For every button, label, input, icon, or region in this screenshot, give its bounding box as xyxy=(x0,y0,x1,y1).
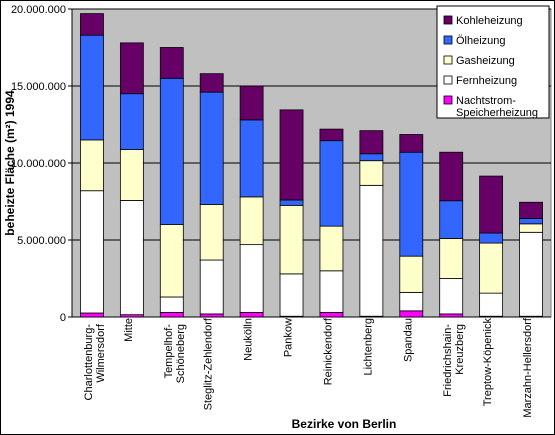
bar-segment xyxy=(319,270,344,313)
bar-segment xyxy=(199,73,224,93)
x-tick-label: Steglitz-Zehlendorf xyxy=(203,317,215,410)
bar-segment xyxy=(399,255,424,293)
legend-label: Kohleheizung xyxy=(456,15,523,27)
bar-segment xyxy=(319,225,344,272)
x-tick-label: Mitte xyxy=(123,318,135,342)
bar-segment xyxy=(479,232,504,244)
legend-swatch xyxy=(443,35,453,45)
bar-segment xyxy=(279,204,304,275)
y-tick-label: 10.000.000 xyxy=(11,158,66,170)
bar-segment xyxy=(279,199,304,206)
bar-segment xyxy=(239,244,264,313)
bar-segment xyxy=(239,119,264,198)
y-tick-label: 5.000.000 xyxy=(17,235,66,247)
y-tick-label: 15.000.000 xyxy=(11,81,66,93)
bar-segment xyxy=(359,130,384,155)
bar-segment xyxy=(399,310,424,318)
bar-segment xyxy=(199,313,224,318)
x-tick-label: Tempelhof-Schöneberg xyxy=(163,324,187,384)
legend-swatch xyxy=(443,55,453,65)
x-tick-label: Neukölln xyxy=(243,318,255,361)
bar-segment xyxy=(199,259,224,315)
legend-label: Fernheizung xyxy=(456,75,517,87)
legend-swatch xyxy=(443,95,453,105)
bar-segment xyxy=(159,296,184,313)
bar-segment xyxy=(279,109,304,201)
bar-segment xyxy=(399,134,424,153)
bar-segment xyxy=(80,139,104,192)
bar-segment xyxy=(80,190,104,314)
bar-segment xyxy=(439,278,464,315)
bar-segment xyxy=(479,242,504,294)
x-tick-label: Pankow xyxy=(283,318,295,357)
bar-segment xyxy=(359,184,384,317)
bar-segment xyxy=(439,200,464,239)
legend-label: Gasheizung xyxy=(456,55,515,67)
bar-segment xyxy=(519,231,543,317)
bar-segment xyxy=(239,311,264,318)
bar-segment xyxy=(319,311,344,318)
bar-segment xyxy=(159,311,184,318)
bar-segment xyxy=(439,151,464,202)
x-tick-label: Treptow-Köpenick xyxy=(482,318,494,407)
x-tick-label: Friedrichshain-Kreuzberg xyxy=(442,324,466,397)
bar-segment xyxy=(119,149,144,201)
x-tick-label: Marzahn-Hellersdorf xyxy=(522,317,534,418)
y-tick-label: 0 xyxy=(60,312,66,324)
bar-segment xyxy=(519,201,543,219)
bar-segment xyxy=(239,85,264,121)
bar-segment xyxy=(479,175,504,234)
x-tick-label: Charlottenburg-Wilmersdorf xyxy=(83,323,107,400)
bar-segment xyxy=(519,218,543,225)
bar-segment xyxy=(519,223,543,233)
bar-segment xyxy=(199,91,224,205)
bar-segment xyxy=(80,312,104,318)
bar-segment xyxy=(80,34,104,141)
bar-segment xyxy=(159,47,184,79)
y-axis-title: beheizte Fläche (m²) 1994 xyxy=(3,90,17,236)
bar-segment xyxy=(119,93,144,151)
x-tick-label: Lichtenberg xyxy=(362,318,374,376)
x-axis-title: Bezirke von Berlin xyxy=(292,417,397,431)
bar-segment xyxy=(159,77,184,226)
bar-segment xyxy=(399,291,424,312)
bar-segment xyxy=(479,292,504,317)
bar-segment xyxy=(239,196,264,246)
bar-segment xyxy=(119,42,144,95)
bar-segment xyxy=(439,313,464,318)
bar-segment xyxy=(159,224,184,298)
bar-segment xyxy=(319,140,344,227)
legend-label: Ölheizung xyxy=(456,35,506,47)
bar-segment xyxy=(80,13,104,36)
bar-segment xyxy=(439,238,464,279)
x-tick-label: Spandau xyxy=(402,318,414,362)
bar-segment xyxy=(119,200,144,316)
legend-label: Nachtstrom-Speicherheizung xyxy=(456,95,538,119)
bar-segment xyxy=(279,273,304,317)
bar-segment xyxy=(319,128,344,142)
x-tick-label: Reinickendorf xyxy=(322,317,334,385)
bar-segment xyxy=(359,153,384,162)
bar-segment xyxy=(399,151,424,257)
y-tick-label: 20.000.000 xyxy=(11,4,66,16)
bar-segment xyxy=(199,204,224,261)
bar-segment xyxy=(359,160,384,186)
legend xyxy=(436,5,550,119)
legend-swatch xyxy=(443,75,453,85)
legend-swatch xyxy=(443,15,453,25)
